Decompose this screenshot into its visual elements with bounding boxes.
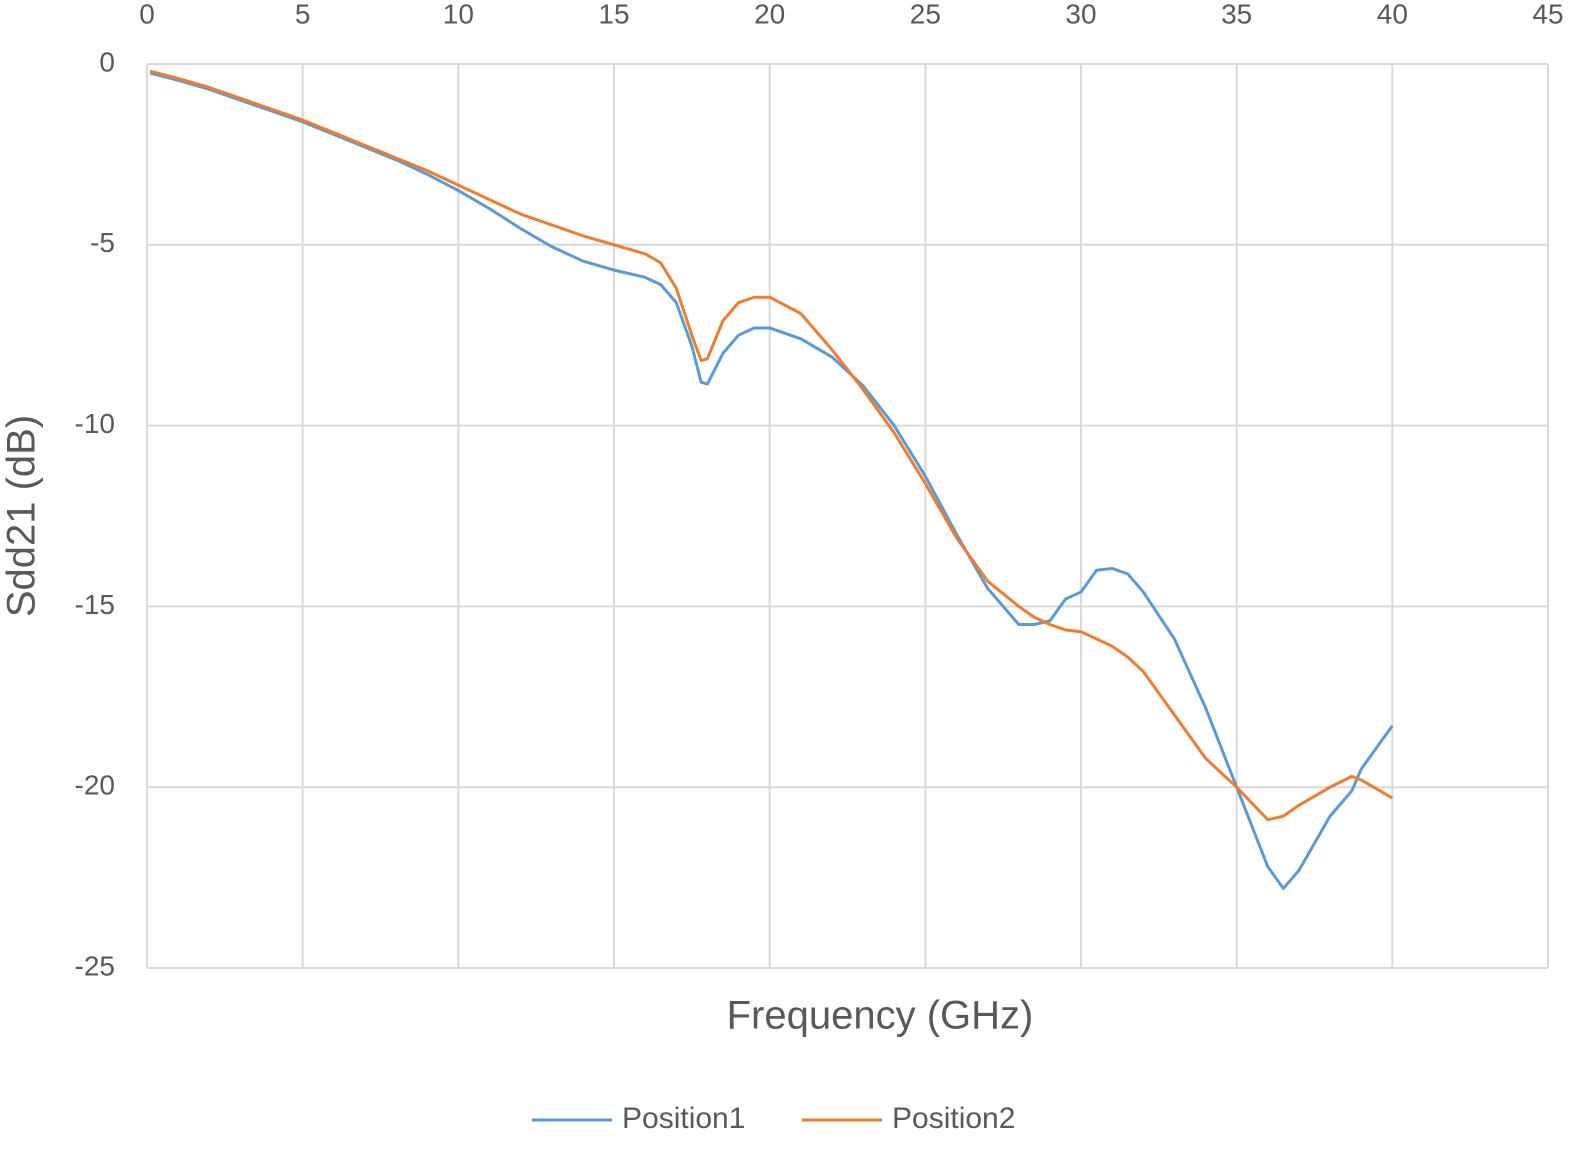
x-tick-label: 40 bbox=[1377, 0, 1408, 29]
x-axis-title: Frequency (GHz) bbox=[727, 994, 1034, 1038]
y-axis-title: Sdd21 (dB) bbox=[0, 415, 44, 617]
y-tick-label: -10 bbox=[75, 408, 115, 439]
x-tick-label: 25 bbox=[910, 0, 941, 29]
x-tick-label: 35 bbox=[1221, 0, 1252, 29]
x-tick-label: 0 bbox=[139, 0, 155, 29]
x-tick-label: 30 bbox=[1065, 0, 1096, 29]
legend-label: Position1 bbox=[622, 1102, 745, 1135]
x-tick-label: 5 bbox=[295, 0, 311, 29]
data-line bbox=[149, 69, 1394, 822]
y-tick-label: -20 bbox=[75, 770, 115, 801]
legend-label: Position2 bbox=[892, 1102, 1015, 1135]
x-tick-label: 10 bbox=[443, 0, 474, 29]
y-tick-label: -25 bbox=[75, 950, 115, 981]
y-tick-label: 0 bbox=[99, 46, 115, 77]
y-tick-label: -5 bbox=[90, 227, 115, 258]
x-tick-label: 15 bbox=[598, 0, 629, 29]
y-tick-label: -15 bbox=[75, 589, 115, 620]
x-tick-label: 20 bbox=[754, 0, 785, 29]
x-tick-label: 45 bbox=[1532, 0, 1563, 29]
data-line bbox=[149, 71, 1394, 890]
